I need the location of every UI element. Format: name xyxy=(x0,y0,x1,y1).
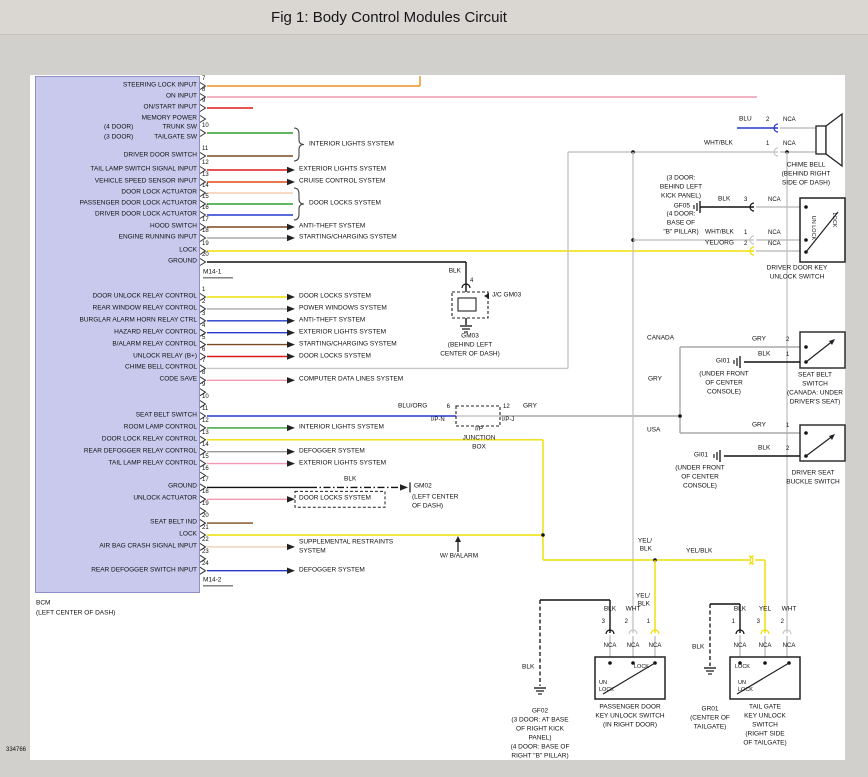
bcm-module-box xyxy=(35,76,200,593)
document-number: 334766 xyxy=(6,746,27,753)
figure-title: Fig 1: Body Control Modules Circuit xyxy=(271,8,507,26)
figure-title-bar: Fig 1: Body Control Modules Circuit xyxy=(0,0,868,35)
